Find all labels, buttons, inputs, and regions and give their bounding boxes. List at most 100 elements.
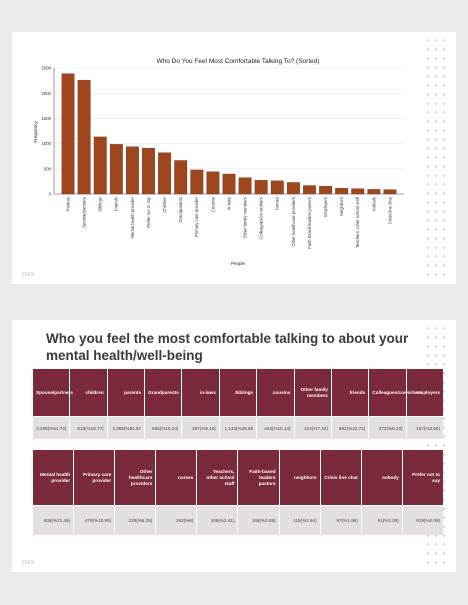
x-axis-ticks: Parents Spouse/partners Siblings Friends Men…: [65, 196, 392, 249]
data-table-2: Mental health provider Primary care provi…: [32, 449, 444, 536]
table-cell: 443(%10.13): [257, 417, 294, 439]
x-tick-label: Teachers, other school staff: [355, 196, 360, 248]
y-axis-label: Frequency: [33, 121, 38, 143]
y-axis-ticks: 0 500 1000 1500 2000 2500: [41, 66, 51, 197]
table-header-row: Mental health provider Primary care provi…: [33, 450, 443, 505]
table-cell: 91(%2.09): [361, 506, 402, 535]
x-tick-label: Friends: [114, 197, 119, 211]
x-tick-label: Colleagues/co-workers: [259, 197, 264, 240]
table-cell: 478(%10.95): [74, 506, 115, 535]
column-header: neighbors: [279, 450, 320, 505]
bar: [190, 169, 204, 195]
x-tick-label: Faith-based leaders pastors: [307, 197, 312, 249]
column-header: Spouse/partners: [33, 369, 73, 416]
slide-footer: 20XX: [22, 560, 35, 566]
table-row: 938(%21.49) 478(%10.95) 229(%5.25) 262(%6) 1…: [33, 506, 443, 535]
column-header: friends: [331, 369, 369, 416]
table-cell: 272(%6.23): [369, 417, 406, 439]
x-tick-label: Prefer not to say: [146, 196, 151, 228]
column-header: cousins: [257, 369, 294, 416]
table-cell: 1,133(%25.96: [219, 417, 257, 439]
x-tick-label: Cousins: [210, 197, 215, 212]
x-tick-label: Employers: [323, 197, 328, 217]
slide-chart: Who Do You Feel Most Comfortable Talking…: [12, 32, 456, 284]
y-tick-label: 500: [44, 166, 52, 171]
chart-bars: [61, 73, 397, 195]
bar: [158, 152, 172, 195]
slide-footer: 20XX: [22, 272, 35, 278]
table-row: 2,268(%51.74) 819(%18.77) 2,388(%54.67 665(…: [33, 417, 443, 439]
slide-title: Who you feel the most comfortable talkin…: [46, 331, 409, 363]
x-tick-label: Grandparents: [178, 197, 183, 223]
column-header: Crisis line chat: [320, 450, 361, 505]
x-tick-label: Other healthcare providers: [291, 197, 296, 247]
table-cell: 168(%3.85): [238, 506, 279, 535]
bar-chart: Who Do You Feel Most Comfortable Talking…: [33, 58, 404, 266]
bar: [109, 144, 123, 195]
table-cell: 919(%2.06): [402, 506, 443, 535]
bar: [254, 180, 268, 195]
table-cell: 324(%7.42): [294, 417, 331, 439]
bar: [238, 177, 252, 195]
column-header: Teachers, other school staff: [197, 450, 238, 505]
column-header: Primary care provider: [74, 450, 115, 505]
bar: [319, 185, 332, 195]
column-header: Siblings: [219, 369, 257, 416]
column-header: in-laws: [182, 369, 219, 416]
column-header: Other family members: [294, 369, 331, 416]
bar: [270, 180, 284, 195]
x-tick-label: Siblings: [98, 197, 103, 212]
column-header: Mental health provider: [33, 450, 74, 505]
x-tick-label: Nobody: [371, 196, 376, 211]
bar: [126, 146, 139, 195]
y-tick-label: 1000: [41, 141, 51, 146]
column-header: Prefer not to say: [402, 450, 443, 505]
table-cell: 115(%2.64): [279, 506, 320, 535]
column-header: Faith-based leaders pastors: [238, 450, 279, 505]
table-cell: 397(%9.10): [182, 417, 219, 439]
bar: [351, 188, 365, 195]
table-cell: 2,268(%51.74): [33, 417, 70, 439]
bar: [142, 147, 155, 195]
bar: [93, 136, 107, 195]
table-cell: 157(%3.60): [406, 417, 443, 439]
table-cell: 262(%6): [156, 506, 197, 535]
bar: [61, 73, 75, 195]
x-tick-label: Spouse/partners: [82, 197, 87, 228]
x-tick-label: Parents: [65, 197, 70, 211]
data-table-1: Spouse/partners children parents Grandparen…: [32, 368, 444, 440]
bar: [174, 160, 188, 195]
bar: [383, 189, 397, 195]
x-tick-label: In-laws: [226, 197, 231, 210]
y-tick-label: 1500: [41, 116, 51, 121]
table-cell: 2,388(%54.67: [107, 417, 145, 439]
x-tick-label: Other family members: [242, 197, 247, 238]
x-tick-label: Mental health provider: [130, 196, 135, 238]
bar: [77, 79, 91, 195]
table-cell: 938(%21.49): [33, 506, 74, 535]
table-cell: 229(%5.25): [115, 506, 156, 535]
x-tick-label: Primary care provider: [194, 196, 199, 237]
column-header: parents: [107, 369, 145, 416]
column-header: Colleagues/coworkers: [369, 369, 422, 416]
y-tick-label: 2500: [41, 66, 51, 71]
y-tick-label: 0: [49, 192, 52, 197]
table-cell: 87(%1.99): [320, 506, 361, 535]
y-tick-label: 2000: [41, 91, 51, 96]
x-axis-label: People: [231, 261, 246, 266]
slide-table: Who you feel the most comfortable talkin…: [12, 320, 456, 572]
chart-title: Who Do You Feel Most Comfortable Talking…: [156, 58, 319, 65]
column-header: nurses: [156, 450, 197, 505]
table-cell: 819(%18.77): [70, 417, 107, 439]
column-header: employers: [406, 369, 443, 416]
x-tick-label: Nurses: [275, 197, 280, 210]
column-header: Other healthcare providers: [115, 450, 156, 505]
column-header: Grandparents: [145, 369, 182, 416]
bar: [367, 189, 381, 195]
table-cell: 665(%15.24): [145, 417, 182, 439]
x-tick-label: Children: [162, 196, 167, 212]
table-cell: 992(%22.73): [331, 417, 369, 439]
bar: [286, 182, 300, 195]
column-header: children: [70, 369, 107, 416]
decorative-dot-pattern: [424, 36, 448, 280]
